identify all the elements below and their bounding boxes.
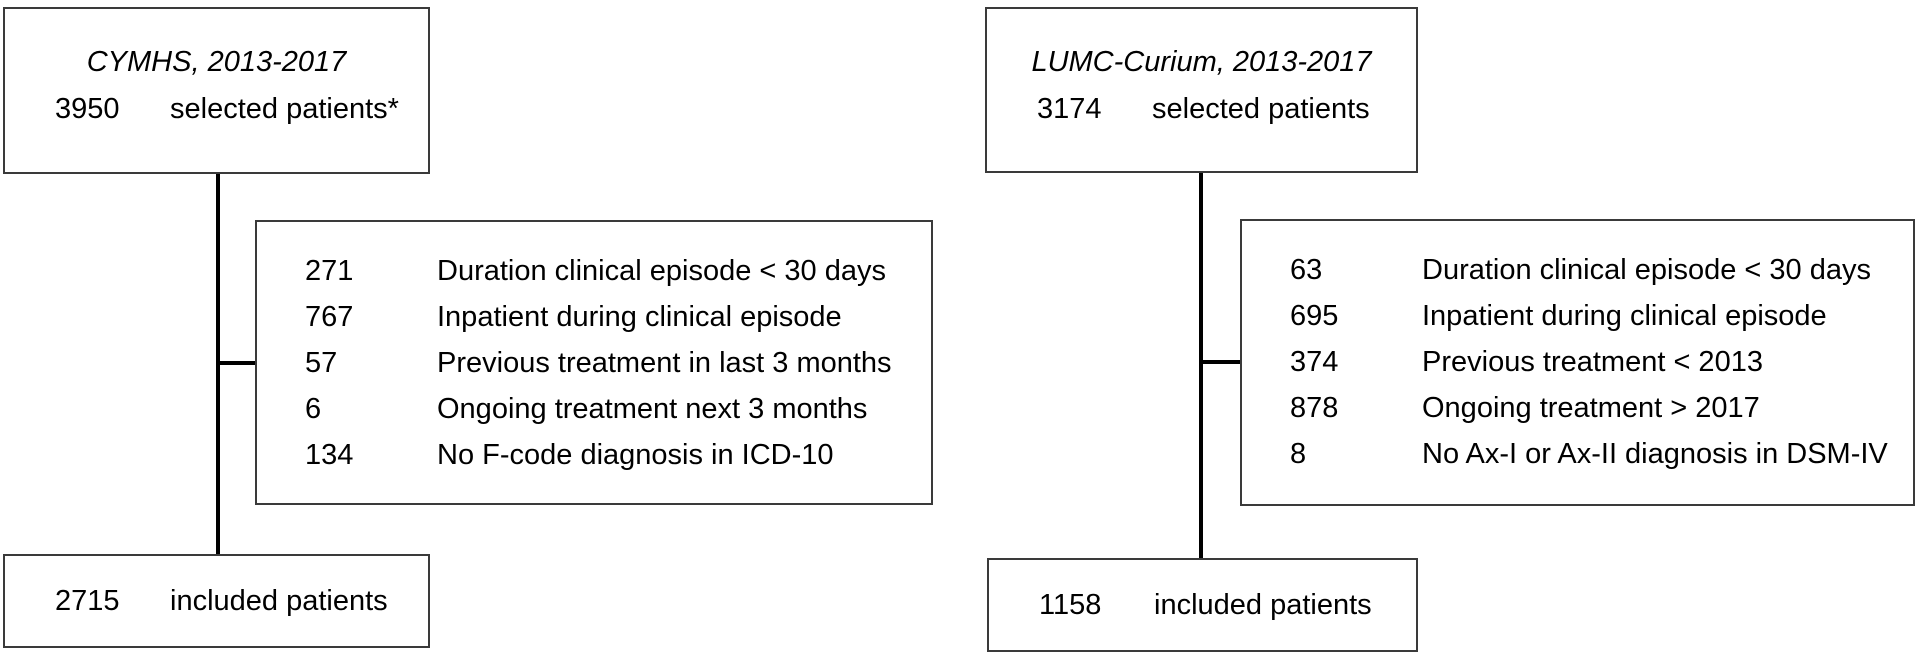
cymhs-source-row: 3950 selected patients* [5, 86, 428, 133]
exclusion-label: Ongoing treatment > 2017 [1422, 392, 1760, 424]
lumc-exclusion-branch-line [1201, 360, 1240, 364]
exclusion-row: 6 Ongoing treatment next 3 months [257, 386, 931, 432]
lumc-source-title: LUMC-Curium, 2013-2017 [1031, 46, 1372, 78]
exclusion-label: Inpatient during clinical episode [437, 301, 842, 333]
cymhs-source-label: selected patients* [170, 93, 399, 125]
cymhs-source-title: CYMHS, 2013-2017 [86, 46, 347, 78]
exclusion-label: Previous treatment < 2013 [1422, 346, 1763, 378]
exclusion-row: 8 No Ax-I or Ax-II diagnosis in DSM-IV [1242, 431, 1913, 477]
exclusion-row: 57 Previous treatment in last 3 months [257, 340, 931, 386]
exclusion-label: No Ax-I or Ax-II diagnosis in DSM-IV [1422, 438, 1888, 470]
exclusion-count: 57 [305, 347, 338, 379]
lumc-source-row: 3174 selected patients [987, 86, 1416, 133]
cymhs-exclusion-branch-line [218, 361, 257, 365]
exclusion-row: 134 No F-code diagnosis in ICD-10 [257, 432, 931, 478]
exclusion-label: Previous treatment in last 3 months [437, 347, 892, 379]
exclusion-count: 271 [305, 255, 354, 287]
lumc-result-row: 1158 included patients [989, 582, 1416, 629]
lumc-source-count: 3174 [1037, 93, 1102, 125]
lumc-source-box: LUMC-Curium, 2013-2017 3174 selected pat… [985, 7, 1418, 173]
exclusion-label: Inpatient during clinical episode [1422, 300, 1827, 332]
cymhs-source-count: 3950 [55, 93, 120, 125]
exclusion-count: 374 [1290, 346, 1339, 378]
cymhs-exclusion-box: 271 Duration clinical episode < 30 days … [255, 220, 933, 505]
lumc-source-label: selected patients [1152, 93, 1370, 125]
exclusion-count: 878 [1290, 392, 1339, 424]
exclusion-label: Ongoing treatment next 3 months [437, 393, 868, 425]
cymhs-result-label: included patients [170, 584, 388, 617]
cymhs-result-count: 2715 [55, 584, 120, 617]
exclusion-row: 878 Ongoing treatment > 2017 [1242, 385, 1913, 431]
exclusion-count: 6 [305, 393, 322, 425]
cymhs-result-row: 2715 included patients [5, 578, 428, 625]
exclusion-label: Duration clinical episode < 30 days [1422, 254, 1871, 286]
exclusion-row: 695 Inpatient during clinical episode [1242, 293, 1913, 339]
exclusion-count: 767 [305, 301, 354, 333]
exclusion-row: 374 Previous treatment < 2013 [1242, 339, 1913, 385]
exclusion-row: 63 Duration clinical episode < 30 days [1242, 247, 1913, 293]
lumc-result-box: 1158 included patients [987, 558, 1418, 652]
lumc-result-label: included patients [1154, 588, 1372, 621]
exclusion-count: 8 [1290, 438, 1307, 470]
exclusion-label: No F-code diagnosis in ICD-10 [437, 439, 834, 471]
exclusion-count: 695 [1290, 300, 1339, 332]
exclusion-count: 63 [1290, 254, 1323, 286]
cymhs-source-box: CYMHS, 2013-2017 3950 selected patients* [3, 7, 430, 174]
lumc-vertical-connector-line [1199, 173, 1203, 558]
cymhs-result-box: 2715 included patients [3, 554, 430, 648]
exclusion-row: 271 Duration clinical episode < 30 days [257, 248, 931, 294]
exclusion-count: 134 [305, 439, 354, 471]
exclusion-label: Duration clinical episode < 30 days [437, 255, 886, 287]
exclusion-row: 767 Inpatient during clinical episode [257, 294, 931, 340]
lumc-exclusion-box: 63 Duration clinical episode < 30 days 6… [1240, 219, 1915, 506]
lumc-result-count: 1158 [1039, 588, 1102, 621]
